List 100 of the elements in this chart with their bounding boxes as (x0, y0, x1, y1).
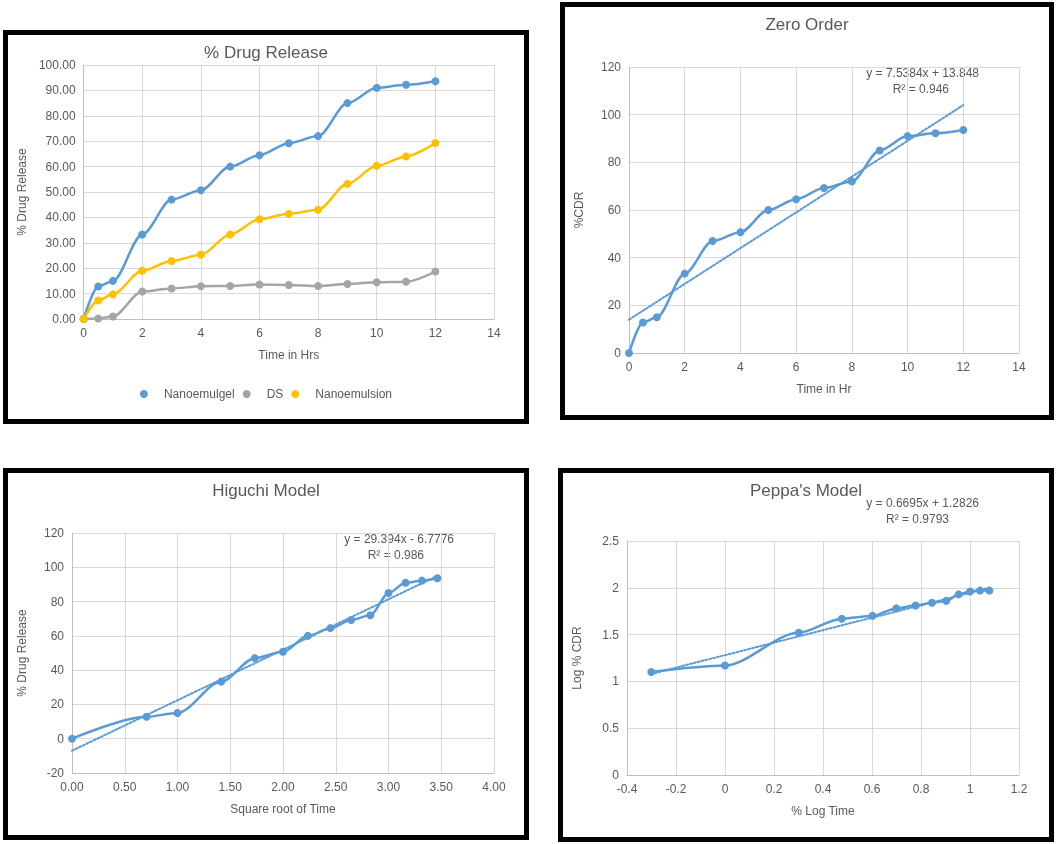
y-tick-label: 2.5 (602, 534, 620, 548)
point (94, 282, 103, 291)
annotation: R² = 0.946 (892, 82, 950, 96)
y-tick-label: 30.00 (45, 235, 76, 250)
chart-title: % Drug Release (204, 43, 328, 62)
x-tick-label: 12 (428, 326, 443, 340)
x-tick-label: 12 (956, 360, 971, 374)
y-tick-label: 40.00 (45, 210, 76, 225)
x-axis-title: % Log Time (791, 804, 855, 818)
x-tick-label: 4.00 (482, 780, 506, 794)
y-tick-label: 0.00 (52, 312, 76, 326)
point (343, 99, 352, 108)
point (625, 349, 633, 357)
point (343, 279, 352, 288)
y-tick-label: 120 (43, 526, 65, 540)
x-axis-title: Square root of Time (230, 802, 337, 816)
point (868, 611, 877, 620)
y-axis-title: % Drug Release (15, 608, 29, 697)
point (372, 278, 381, 287)
point (401, 578, 410, 587)
point (196, 250, 205, 259)
y-tick-label: 100 (600, 107, 622, 122)
point (792, 195, 801, 204)
y-tick-label: 100 (43, 560, 65, 575)
point (255, 280, 264, 289)
x-tick-label: 6 (792, 360, 800, 374)
point (142, 712, 151, 721)
point (284, 139, 293, 148)
point (138, 266, 147, 275)
point (167, 284, 176, 293)
point (680, 269, 689, 278)
x-axis-title: Time in Hr (796, 382, 852, 396)
y-tick-label: 80.00 (45, 108, 76, 123)
point (384, 589, 393, 597)
point (255, 151, 264, 160)
x-tick-label: 1 (966, 782, 974, 796)
text: y = 0.6695x + 1.2826 (866, 496, 980, 510)
point (284, 280, 293, 289)
point (875, 146, 884, 155)
point (167, 257, 176, 266)
chart-title: Peppa's Model (750, 481, 862, 500)
point (284, 209, 293, 218)
y-tick-label: 50.00 (45, 185, 76, 199)
point (736, 228, 745, 237)
x-tick-label: -0.4 (616, 782, 638, 796)
point (303, 631, 312, 640)
point (928, 598, 937, 607)
y-tick-label: 1 (612, 674, 620, 689)
x-tick-label: 0.50 (113, 780, 137, 794)
point (250, 654, 259, 663)
x-tick-label: 10 (900, 360, 915, 374)
point (138, 287, 147, 296)
x-tick-label: 6 (256, 326, 264, 340)
chart-title: Higuchi Model (212, 481, 320, 500)
point (721, 661, 729, 670)
point (708, 236, 717, 245)
x-tick-label: 8 (314, 326, 322, 340)
point (433, 574, 442, 583)
point (372, 161, 381, 170)
point (196, 186, 205, 195)
y-axis-title: Log % CDR (570, 625, 584, 690)
point (314, 205, 323, 214)
point (431, 267, 440, 276)
point (217, 677, 226, 686)
point (372, 83, 381, 92)
y-tick-label: 0 (614, 346, 622, 360)
point (942, 596, 951, 605)
point (226, 281, 235, 290)
x-tick-label: 0.8 (912, 782, 930, 796)
point (173, 709, 182, 717)
y-tick-label: 100.00 (38, 58, 76, 72)
text: R² = 0.9793 (885, 512, 950, 526)
point (347, 616, 356, 625)
x-tick-label: 2 (138, 326, 146, 340)
point (431, 138, 440, 147)
y-tick-label: 40 (607, 250, 622, 265)
point (314, 132, 323, 141)
y-tick-label: 2 (612, 580, 620, 595)
x-tick-label: 10 (370, 326, 384, 340)
point (68, 734, 76, 743)
y-tick-label: 60 (607, 203, 622, 217)
point (94, 296, 103, 305)
point (167, 195, 176, 204)
y-tick-label: 120 (600, 60, 622, 74)
y-tick-label: 0.5 (602, 721, 620, 736)
point (314, 281, 323, 290)
legend-label: DS (266, 387, 284, 401)
x-axis-title: Time in Hrs (258, 348, 320, 362)
point (326, 624, 335, 633)
legend-label: Nanoemulsion (315, 387, 393, 401)
x-tick-label: 3.00 (376, 780, 401, 794)
x-tick-label: 0.4 (814, 782, 832, 796)
x-tick-label: 14 (487, 326, 501, 340)
point (108, 312, 117, 321)
point (402, 152, 411, 161)
y-tick-label: 80 (607, 155, 622, 170)
x-tick-label: 4 (737, 360, 745, 374)
point (431, 77, 440, 86)
y-tick-label: 20 (50, 697, 65, 712)
x-tick-label: 2 (681, 360, 689, 374)
